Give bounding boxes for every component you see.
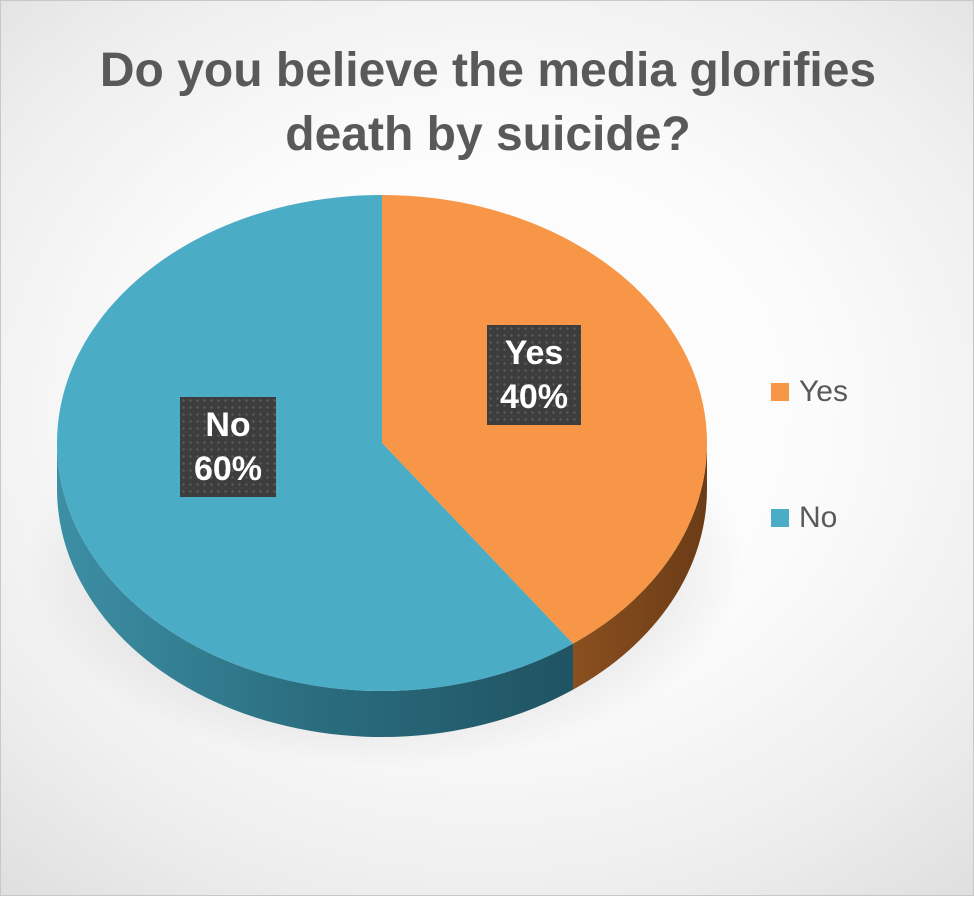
pie-tops — [56, 195, 707, 691]
legend-swatch-yes — [771, 383, 789, 401]
pie-slice-no[interactable] — [56, 195, 574, 691]
legend-item-no[interactable]: No — [745, 497, 857, 539]
legend-label-yes: Yes — [799, 375, 848, 408]
pie-side-yes — [573, 443, 707, 690]
legend-swatch-no — [771, 509, 789, 527]
data-label-no-category: No — [205, 406, 251, 444]
legend-label-no: No — [799, 501, 838, 534]
pie-sides — [57, 443, 707, 737]
legend-item-yes[interactable]: Yes — [745, 371, 857, 413]
pie-side-no — [57, 443, 574, 737]
data-label-no-percent: 60% — [193, 450, 263, 488]
data-label-yes-percent: 40% — [499, 378, 569, 416]
legend: Yes No — [745, 371, 857, 623]
data-label-yes: Yes 40% — [487, 325, 581, 425]
data-label-no: No 60% — [180, 397, 276, 497]
chart-title: Do you believe the media glorifies death… — [99, 44, 877, 161]
data-label-yes-category: Yes — [504, 334, 564, 372]
